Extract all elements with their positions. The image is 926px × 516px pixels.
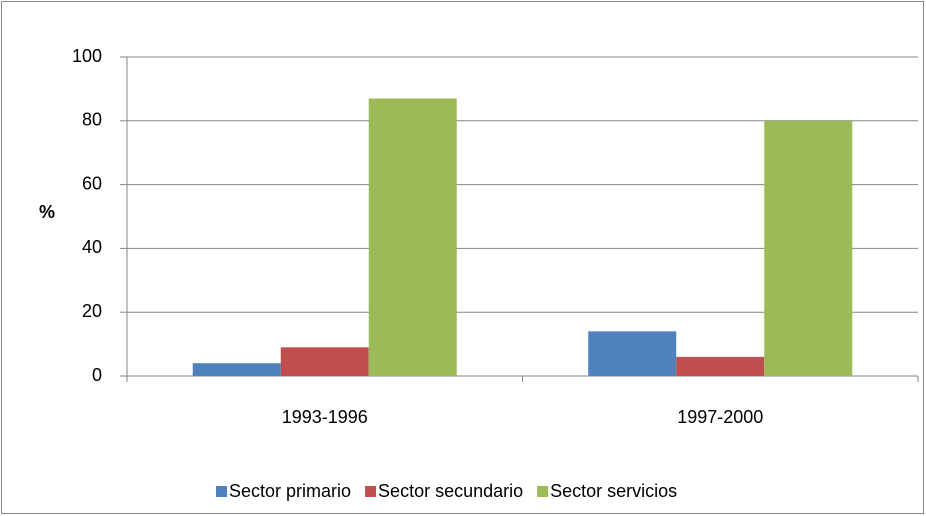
legend-swatch (365, 486, 377, 497)
bar (588, 331, 677, 376)
legend-label: Sector primario (229, 481, 351, 501)
y-tick-label: 80 (82, 110, 102, 130)
legend-swatch (537, 486, 549, 497)
legend-label: Sector servicios (550, 481, 677, 501)
x-tick-label: 1997-2000 (677, 407, 763, 427)
legend-label: Sector secundario (378, 481, 523, 501)
y-tick-label: 60 (82, 173, 102, 193)
bar (192, 363, 281, 376)
y-tick-label: 0 (92, 365, 102, 385)
y-tick-label: 40 (82, 237, 102, 257)
bar (764, 120, 853, 376)
y-tick-label: 100 (72, 46, 102, 66)
y-axis-label: % (39, 202, 55, 222)
bar (368, 98, 457, 376)
y-tick-label: 20 (82, 301, 102, 321)
legend-swatch (216, 486, 227, 497)
bar (676, 356, 765, 376)
x-tick-label: 1993-1996 (282, 407, 368, 427)
bar (280, 347, 369, 376)
